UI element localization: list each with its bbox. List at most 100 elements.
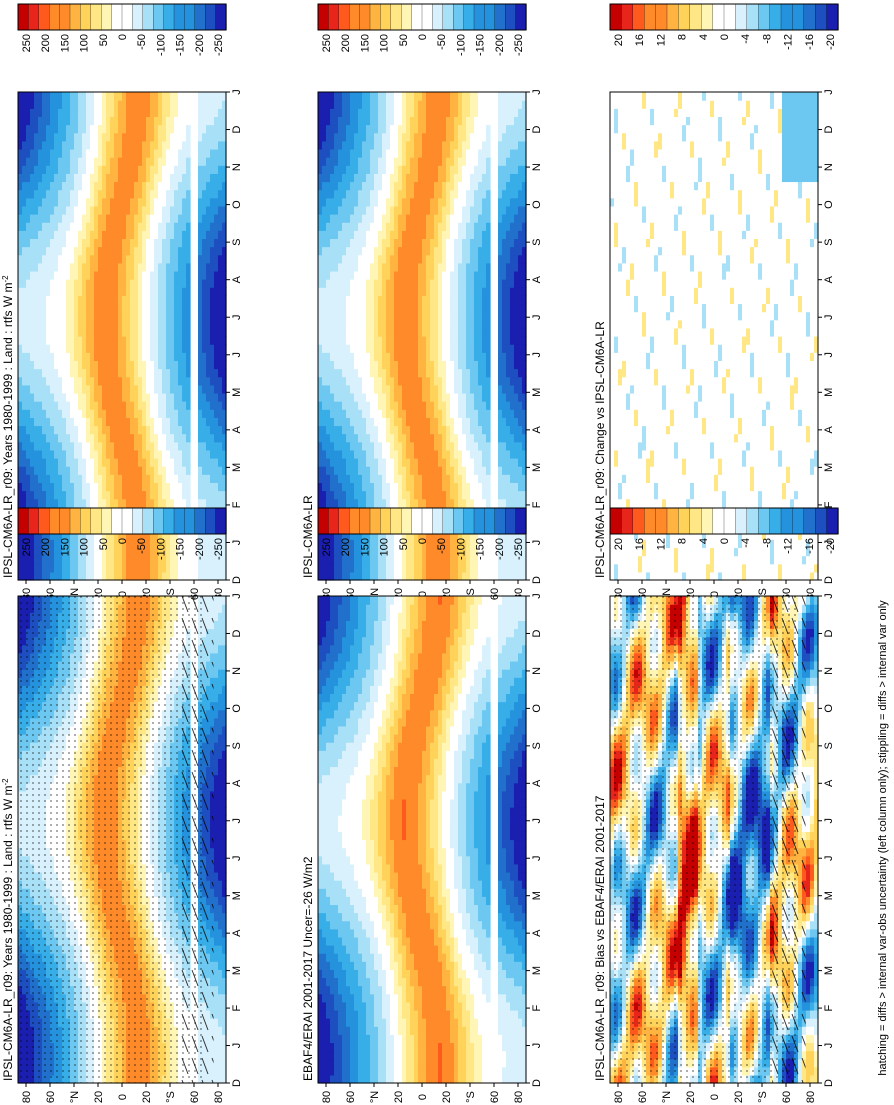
heatmap-cell	[390, 474, 395, 483]
heatmap-cell	[142, 482, 147, 491]
heatmap-cell	[22, 482, 27, 491]
heatmap-cell	[66, 92, 71, 101]
heatmap-cell	[470, 377, 475, 386]
heatmap-cell	[22, 474, 27, 483]
heatmap-cell	[358, 377, 363, 386]
heatmap-cell	[390, 572, 395, 581]
heatmap-cell	[506, 295, 511, 304]
heatmap-cell	[450, 434, 455, 443]
heatmap-cell	[514, 466, 519, 475]
heatmap-cell	[102, 336, 107, 345]
heatmap-cell	[130, 271, 135, 280]
heatmap-cell	[106, 222, 111, 231]
heatmap-cell	[38, 157, 43, 166]
heatmap-cell	[446, 572, 451, 581]
heatmap-cell	[426, 279, 431, 288]
heatmap-cell	[450, 295, 455, 304]
heatmap-cell	[102, 141, 107, 150]
heatmap-cell	[142, 214, 147, 223]
heatmap-cell	[62, 417, 67, 426]
heatmap-cell	[390, 312, 395, 321]
heatmap-cell	[110, 393, 115, 402]
heatmap-cell	[42, 214, 47, 223]
heatmap-cell	[118, 222, 123, 231]
heatmap-cell	[450, 344, 455, 353]
heatmap-cell	[26, 263, 31, 272]
heatmap-cell	[162, 206, 167, 215]
heatmap-cell	[90, 125, 95, 134]
heatmap-cell	[70, 499, 75, 508]
heatmap-cell	[82, 133, 87, 142]
heatmap-cell	[110, 320, 115, 329]
heatmap-cell	[206, 320, 211, 329]
heatmap-cell	[518, 328, 523, 337]
heatmap-cell	[174, 328, 179, 337]
heatmap-cell	[42, 385, 47, 394]
heatmap-cell	[210, 100, 215, 109]
heatmap-cell	[82, 116, 87, 125]
heatmap-cell	[426, 393, 431, 402]
heatmap-cell	[82, 181, 87, 190]
heatmap-cell	[74, 165, 79, 174]
heatmap-cell	[26, 417, 31, 426]
heatmap-cell	[70, 352, 75, 361]
heatmap-cell	[130, 181, 135, 190]
heatmap-cell	[394, 564, 399, 573]
heatmap-cell	[30, 141, 35, 150]
heatmap-cell	[154, 369, 159, 378]
heatmap-cell	[118, 393, 123, 402]
heatmap-cell	[94, 556, 99, 565]
colorbar-tick-label: 250	[21, 34, 33, 52]
heatmap-cell	[134, 157, 139, 166]
heatmap-cell	[482, 336, 487, 345]
heatmap-cell	[150, 173, 155, 182]
heatmap-cell	[110, 499, 115, 508]
heatmap-cell	[506, 360, 511, 369]
heatmap-cell	[426, 336, 431, 345]
heatmap-cell	[362, 303, 367, 312]
heatmap-cell	[166, 434, 171, 443]
heatmap-cell	[66, 369, 71, 378]
heatmap-cell	[170, 499, 175, 508]
heatmap-cell	[174, 409, 179, 418]
heatmap-cell	[414, 409, 419, 418]
heatmap-cell	[118, 133, 123, 142]
heatmap-cell	[386, 466, 391, 475]
heatmap-cell	[106, 100, 111, 109]
month-tick-label: J	[231, 352, 243, 358]
heatmap-cell	[442, 303, 447, 312]
heatmap-cell	[438, 352, 443, 361]
heatmap-cell	[342, 393, 347, 402]
heatmap-cell	[114, 116, 119, 125]
heatmap-cell	[434, 474, 439, 483]
heatmap-cell	[58, 190, 63, 199]
heatmap-cell	[34, 564, 39, 573]
heatmap-cell	[322, 312, 327, 321]
heatmap-cell	[414, 466, 419, 475]
heatmap-cell	[150, 116, 155, 125]
heatmap-cell	[214, 165, 219, 174]
colorbar-tick-label: 200	[40, 34, 52, 52]
heatmap-cell	[58, 482, 63, 491]
heatmap-cell	[130, 344, 135, 353]
heatmap-cell	[98, 393, 103, 402]
heatmap-cell	[334, 450, 339, 459]
heatmap-cell	[162, 271, 167, 280]
heatmap-cell	[338, 482, 343, 491]
heatmap-cell	[326, 303, 331, 312]
heatmap-cell	[66, 100, 71, 109]
heatmap-cell	[378, 279, 383, 288]
heatmap-cell	[518, 499, 523, 508]
heatmap-cell	[146, 165, 151, 174]
heatmap-cell	[126, 547, 131, 556]
heatmap-cell	[34, 417, 39, 426]
heatmap-cell	[182, 466, 187, 475]
heatmap-cell	[394, 369, 399, 378]
heatmap-cell	[174, 206, 179, 215]
heatmap-cell	[482, 482, 487, 491]
heatmap-cell	[154, 125, 159, 134]
heatmap-cell	[214, 108, 219, 117]
heatmap-cell	[210, 442, 215, 451]
heatmap-cell	[518, 369, 523, 378]
heatmap-cell	[134, 214, 139, 223]
